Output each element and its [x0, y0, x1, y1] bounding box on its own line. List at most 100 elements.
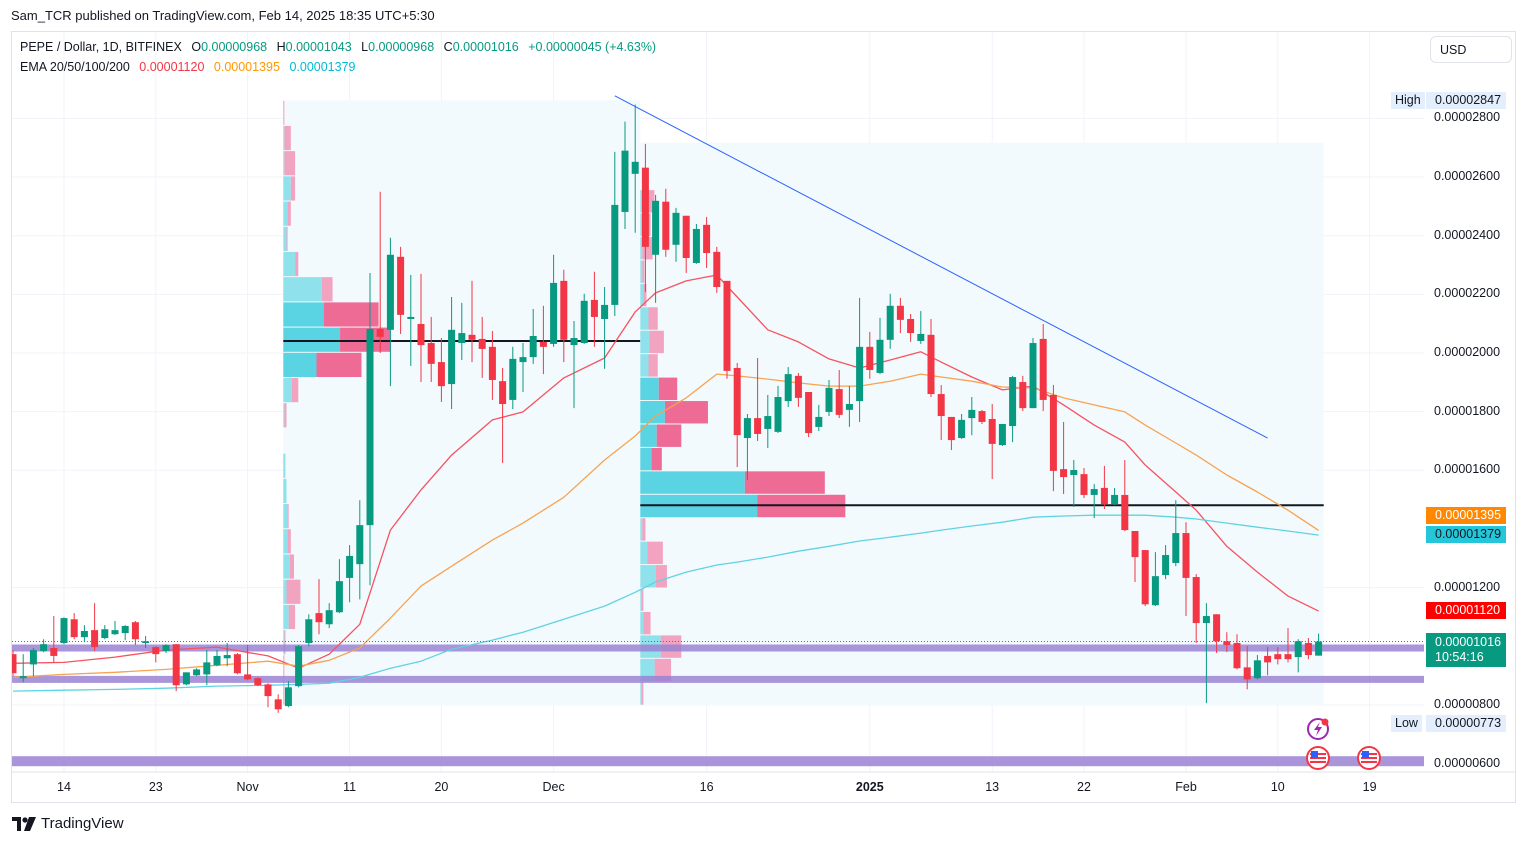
- volume-profile-down-bar: [641, 682, 644, 705]
- candle-body: [876, 339, 884, 373]
- volume-profile-up-bar: [283, 125, 285, 151]
- candle: [376, 191, 384, 353]
- candle-body: [794, 375, 802, 398]
- candle: [560, 269, 568, 363]
- candle-body: [713, 251, 721, 288]
- volume-profile-down-bar: [658, 377, 678, 401]
- candle: [601, 287, 609, 369]
- volume-profile-up-bar: [283, 226, 287, 251]
- close-value: 0.00001016: [452, 40, 519, 54]
- candle-body: [244, 674, 252, 680]
- price-tick-label: 0.00002800: [1434, 110, 1501, 125]
- symbol-legend[interactable]: PEPE / Dollar, 1D, BITFINEX O0.00000968 …: [20, 40, 656, 54]
- candle-body: [488, 346, 496, 380]
- candle: [1253, 655, 1261, 680]
- candle: [682, 215, 690, 273]
- candle-body: [1029, 343, 1037, 409]
- tradingview-brand[interactable]: TradingView: [12, 815, 124, 832]
- candle-body: [162, 645, 170, 651]
- candle-body: [917, 333, 925, 341]
- candle: [662, 188, 670, 257]
- candle: [703, 216, 711, 268]
- candle-body: [70, 619, 78, 638]
- price-tick-label: 0.00000800: [1434, 696, 1501, 711]
- volume-profile-down-bar: [287, 201, 291, 226]
- candle-body: [723, 280, 731, 371]
- candle: [172, 644, 180, 692]
- close-label: C: [443, 40, 453, 54]
- ema-legend[interactable]: EMA 20/50/100/200 0.00001120 0.00001395 …: [20, 60, 355, 74]
- candle: [193, 668, 201, 677]
- candle: [1100, 465, 1108, 510]
- us-flag-event-icon[interactable]: [1305, 745, 1331, 771]
- candle-body: [478, 338, 486, 349]
- high-label: H: [276, 40, 286, 54]
- candle: [386, 237, 394, 387]
- candle: [499, 367, 507, 463]
- candle: [529, 309, 537, 364]
- symbol-name[interactable]: PEPE / Dollar, 1D, BITFINEX: [20, 40, 182, 54]
- candle: [876, 317, 884, 375]
- ema20-line: [12, 274, 1319, 669]
- currency-button[interactable]: USD: [1430, 36, 1512, 63]
- price-tick-label: 0.00000600: [1434, 755, 1501, 770]
- volume-profile-down-bar: [656, 424, 682, 447]
- candle: [488, 331, 496, 400]
- candle-body: [305, 619, 313, 644]
- volume-profile-up-bar: [283, 529, 288, 554]
- time-tick-label: 19: [1362, 780, 1377, 794]
- candle: [458, 302, 466, 361]
- candle-body: [1060, 469, 1068, 478]
- candle-body: [988, 418, 996, 444]
- us-flag-event-icon[interactable]: [1356, 745, 1382, 771]
- volume-profile-up-bar: [640, 447, 652, 471]
- candle-body: [407, 316, 415, 319]
- candle: [1141, 550, 1149, 607]
- volume-profile-down-bar: [286, 579, 301, 604]
- candle: [652, 194, 660, 303]
- candle: [468, 280, 476, 363]
- candle-body: [968, 409, 976, 419]
- ema-indicator-name[interactable]: EMA 20/50/100/200: [20, 60, 130, 74]
- candle: [641, 143, 649, 293]
- volume-profile-down-bar: [648, 354, 658, 377]
- candle: [805, 392, 813, 438]
- price-tick-label: 0.00002200: [1434, 286, 1501, 301]
- price-tick-label: 0.00001200: [1434, 579, 1501, 594]
- candle: [1009, 375, 1017, 443]
- candle: [478, 316, 486, 378]
- candle-body: [29, 650, 37, 665]
- candle: [723, 280, 731, 379]
- volume-profile-up-bar: [283, 352, 317, 377]
- volume-profile-down-bar: [642, 236, 653, 260]
- candle-body: [529, 335, 537, 358]
- volume-profile-up-bar: [283, 579, 287, 604]
- volume-profile-up-bar: [640, 283, 644, 307]
- open-value: 0.00000968: [201, 40, 268, 54]
- candle: [1274, 647, 1282, 665]
- candle-body: [437, 362, 445, 387]
- candle: [754, 357, 762, 441]
- volume-profile-up-bar: [283, 151, 285, 176]
- volume-profile-up-bar: [640, 518, 643, 541]
- candle-body: [131, 622, 139, 640]
- volume-profile-down-bar: [651, 447, 662, 471]
- candle: [1192, 574, 1200, 644]
- time-tick-label: 16: [699, 780, 714, 794]
- candle: [1315, 633, 1323, 656]
- lightning-event-icon[interactable]: [1305, 716, 1331, 742]
- volume-profile-down-bar: [641, 588, 644, 611]
- volume-profile-up-bar: [640, 190, 644, 213]
- candle-body: [111, 630, 119, 635]
- candle-body: [448, 329, 456, 385]
- candle: [550, 254, 558, 347]
- candle-body: [295, 646, 303, 687]
- candle-body: [652, 200, 660, 255]
- horizontal-level-band: [12, 644, 1424, 652]
- candle-body: [1121, 494, 1129, 531]
- candle-body: [560, 280, 568, 340]
- candle: [1233, 634, 1241, 670]
- candle: [121, 625, 129, 641]
- price-tick-label: 0.00001800: [1434, 403, 1501, 418]
